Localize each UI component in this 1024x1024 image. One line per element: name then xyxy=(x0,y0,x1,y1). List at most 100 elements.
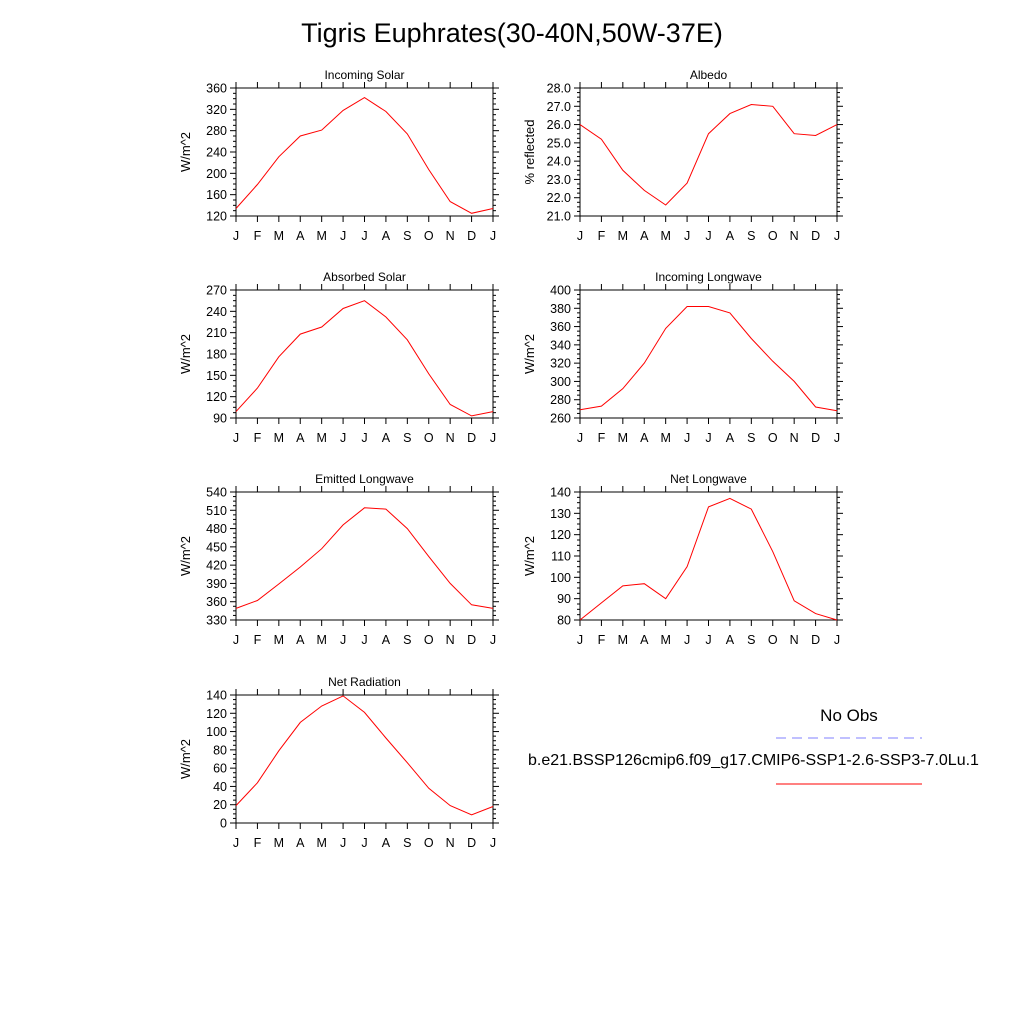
y-tick-label: 200 xyxy=(206,167,227,181)
x-tick-label: D xyxy=(467,431,476,445)
y-tick-label: 80 xyxy=(557,614,571,628)
y-tick-label: 100 xyxy=(550,571,571,585)
legend-model-label: b.e21.BSSP126cmip6.f09_g17.CMIP6-SSP1-2.… xyxy=(528,752,979,769)
y-tick-label: 180 xyxy=(206,348,227,362)
x-tick-label: M xyxy=(618,431,628,445)
chart-title: Net Radiation xyxy=(328,675,401,689)
x-tick-label: M xyxy=(274,836,284,850)
x-tick-label: M xyxy=(316,633,326,647)
x-tick-label: J xyxy=(834,633,840,647)
series-line xyxy=(235,97,494,214)
y-tick-label: 140 xyxy=(206,689,227,703)
y-tick-label: 480 xyxy=(206,522,227,536)
x-tick-label: D xyxy=(811,229,820,243)
x-tick-label: J xyxy=(233,229,239,243)
x-tick-label: M xyxy=(660,229,670,243)
y-tick-label: 300 xyxy=(550,375,571,389)
x-tick-label: M xyxy=(274,633,284,647)
x-tick-label: J xyxy=(361,633,367,647)
series-line xyxy=(235,507,494,609)
y-tick-label: 22.0 xyxy=(547,191,571,205)
y-tick-label: 260 xyxy=(550,412,571,426)
x-tick-label: O xyxy=(424,229,434,243)
x-tick-label: S xyxy=(747,633,755,647)
x-tick-label: M xyxy=(618,229,628,243)
y-tick-label: 360 xyxy=(550,320,571,334)
x-tick-label: D xyxy=(467,633,476,647)
x-tick-label: J xyxy=(361,431,367,445)
x-tick-label: A xyxy=(726,431,735,445)
y-axis-label: W/m^2 xyxy=(178,536,193,576)
y-tick-label: 330 xyxy=(206,614,227,628)
y-tick-label: 23.0 xyxy=(547,173,571,187)
x-tick-label: A xyxy=(726,229,735,243)
y-tick-label: 320 xyxy=(550,357,571,371)
figure-title: Tigris Euphrates(30-40N,50W-37E) xyxy=(301,18,723,48)
chart-title: Net Longwave xyxy=(670,472,747,486)
y-axis-label: W/m^2 xyxy=(178,334,193,374)
y-tick-label: 380 xyxy=(550,302,571,316)
x-tick-label: N xyxy=(446,633,455,647)
y-tick-label: 360 xyxy=(206,82,227,96)
x-tick-label: O xyxy=(768,633,778,647)
x-tick-label: J xyxy=(233,836,239,850)
x-tick-label: S xyxy=(403,431,411,445)
x-tick-label: A xyxy=(296,633,305,647)
y-tick-label: 420 xyxy=(206,559,227,573)
y-tick-label: 240 xyxy=(206,305,227,319)
x-tick-label: J xyxy=(490,633,496,647)
x-tick-label: F xyxy=(598,431,606,445)
x-tick-label: J xyxy=(340,229,346,243)
legend-obs-label: No Obs xyxy=(820,706,878,725)
y-tick-label: 280 xyxy=(206,124,227,138)
chart-title: Incoming Longwave xyxy=(655,270,762,284)
x-tick-label: A xyxy=(296,431,305,445)
x-tick-label: N xyxy=(446,431,455,445)
chart-title: Emitted Longwave xyxy=(315,472,414,486)
x-tick-label: J xyxy=(340,836,346,850)
x-tick-label: M xyxy=(660,633,670,647)
y-tick-label: 27.0 xyxy=(547,100,571,114)
x-tick-label: A xyxy=(640,633,649,647)
x-tick-label: F xyxy=(254,431,262,445)
x-tick-label: N xyxy=(446,836,455,850)
y-tick-label: 400 xyxy=(550,284,571,298)
x-tick-label: J xyxy=(490,229,496,243)
y-tick-label: 100 xyxy=(206,725,227,739)
x-tick-label: J xyxy=(340,633,346,647)
x-tick-label: O xyxy=(424,633,434,647)
x-tick-label: M xyxy=(618,633,628,647)
x-tick-label: S xyxy=(747,229,755,243)
y-tick-label: 320 xyxy=(206,103,227,117)
y-tick-label: 80 xyxy=(213,743,227,757)
x-tick-label: J xyxy=(340,431,346,445)
x-tick-label: D xyxy=(811,633,820,647)
x-tick-label: O xyxy=(424,836,434,850)
y-axis-label: W/m^2 xyxy=(522,334,537,374)
x-tick-label: S xyxy=(403,229,411,243)
y-tick-label: 25.0 xyxy=(547,136,571,150)
x-tick-label: J xyxy=(705,431,711,445)
x-tick-label: J xyxy=(361,836,367,850)
y-tick-label: 20 xyxy=(213,798,227,812)
x-tick-label: J xyxy=(577,431,583,445)
chart-panel-0: Incoming Solar W/m^2 120 160 200 240 280 320 360… xyxy=(178,68,499,243)
x-tick-label: J xyxy=(233,633,239,647)
y-tick-label: 24.0 xyxy=(547,155,571,169)
x-tick-label: J xyxy=(684,431,690,445)
chart-panel-3: Incoming Longwave W/m^2 260 280 300 320 340 360… xyxy=(522,270,843,445)
y-tick-label: 160 xyxy=(206,188,227,202)
x-tick-label: J xyxy=(361,229,367,243)
y-tick-label: 140 xyxy=(550,486,571,500)
y-tick-label: 26.0 xyxy=(547,118,571,132)
x-tick-label: M xyxy=(274,229,284,243)
x-tick-label: O xyxy=(768,431,778,445)
x-tick-label: J xyxy=(490,431,496,445)
y-axis-label: W/m^2 xyxy=(178,132,193,172)
chart-title: Absorbed Solar xyxy=(323,270,406,284)
y-tick-label: 120 xyxy=(206,707,227,721)
x-tick-label: O xyxy=(424,431,434,445)
y-tick-label: 540 xyxy=(206,486,227,500)
